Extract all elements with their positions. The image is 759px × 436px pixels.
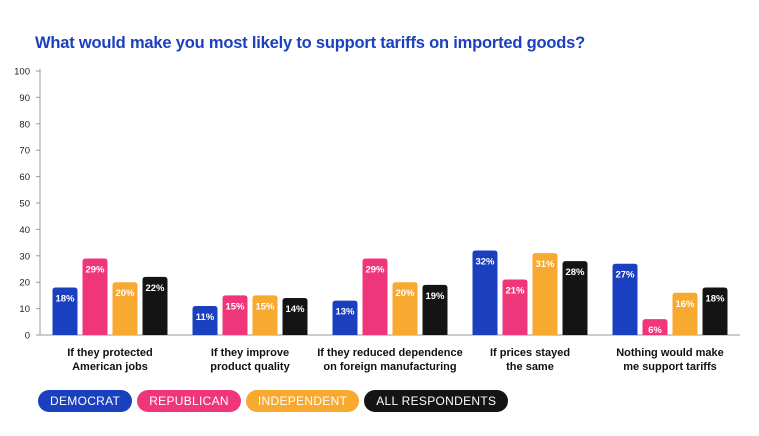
- bar: [502, 279, 528, 335]
- chart-title: What would make you most likely to suppo…: [35, 34, 585, 52]
- data-label: 20%: [395, 288, 415, 299]
- data-label: 29%: [85, 264, 105, 275]
- y-tick-label: 50: [19, 199, 30, 210]
- bar: [142, 276, 168, 335]
- bar: [392, 282, 418, 335]
- bar: [282, 298, 308, 335]
- bar-chart: 0 10 20 30 40 50 60 70 80 90 100 18% 29% 20% 22% If the…: [14, 67, 740, 373]
- data-label: 16%: [675, 299, 695, 310]
- category-label: If they reduced dependence: [317, 347, 462, 359]
- bar: [532, 253, 558, 335]
- bar: [642, 319, 668, 335]
- legend-republican: REPUBLICAN: [137, 390, 241, 412]
- bar: [52, 287, 78, 335]
- bar: [192, 305, 218, 335]
- y-tick-label: 0: [25, 331, 30, 342]
- data-label: 27%: [615, 270, 635, 281]
- data-label: 18%: [705, 293, 725, 304]
- bar: [702, 287, 728, 335]
- y-tick-label: 90: [19, 93, 30, 104]
- bar: [252, 295, 278, 335]
- bar: [332, 300, 358, 335]
- data-label: 20%: [115, 288, 135, 299]
- category-label: product quality: [210, 361, 290, 373]
- data-label: 21%: [505, 286, 525, 297]
- y-tick-label: 70: [19, 146, 30, 157]
- data-label: 19%: [425, 291, 445, 302]
- data-label: 6%: [648, 325, 662, 336]
- y-tick-label: 20: [19, 278, 30, 289]
- y-tick-label: 10: [19, 304, 30, 315]
- bar: [82, 258, 108, 335]
- data-label: 18%: [55, 293, 75, 304]
- legend-democrat: DEMOCRAT: [38, 390, 133, 412]
- category-label: If they protected: [67, 347, 153, 359]
- bar: [562, 261, 588, 335]
- category-label: American jobs: [72, 361, 148, 373]
- bar: [112, 282, 138, 335]
- legend: DEMOCRAT REPUBLICAN INDEPENDENT ALL RESP…: [38, 390, 509, 412]
- data-label: 14%: [285, 304, 305, 315]
- data-label: 31%: [535, 259, 555, 270]
- data-label: 11%: [196, 312, 215, 323]
- data-label: 22%: [145, 283, 165, 294]
- category-label: If prices stayed: [490, 347, 570, 359]
- bar: [362, 258, 388, 335]
- y-tick-label: 60: [19, 172, 30, 183]
- category-label: Nothing would make: [616, 347, 724, 359]
- data-label: 15%: [255, 301, 275, 312]
- category-label: me support tariffs: [623, 361, 717, 373]
- bar: [472, 250, 498, 335]
- data-label: 15%: [225, 301, 245, 312]
- y-tick-label: 40: [19, 225, 30, 236]
- category-label: on foreign manufacturing: [323, 361, 456, 373]
- bar: [672, 292, 698, 335]
- bar: [612, 263, 638, 335]
- y-tick-label: 100: [14, 67, 30, 78]
- legend-all-respondents: ALL RESPONDENTS: [364, 390, 509, 412]
- data-label: 28%: [565, 267, 585, 278]
- data-label: 29%: [365, 264, 385, 275]
- data-label: 13%: [335, 307, 355, 318]
- category-label: If they improve: [211, 347, 289, 359]
- y-tick-label: 30: [19, 251, 30, 262]
- y-tick-label: 80: [19, 119, 30, 130]
- category-label: the same: [506, 361, 554, 373]
- bar: [222, 295, 248, 335]
- legend-independent: INDEPENDENT: [245, 390, 360, 412]
- data-label: 32%: [475, 257, 495, 268]
- bar: [422, 284, 448, 335]
